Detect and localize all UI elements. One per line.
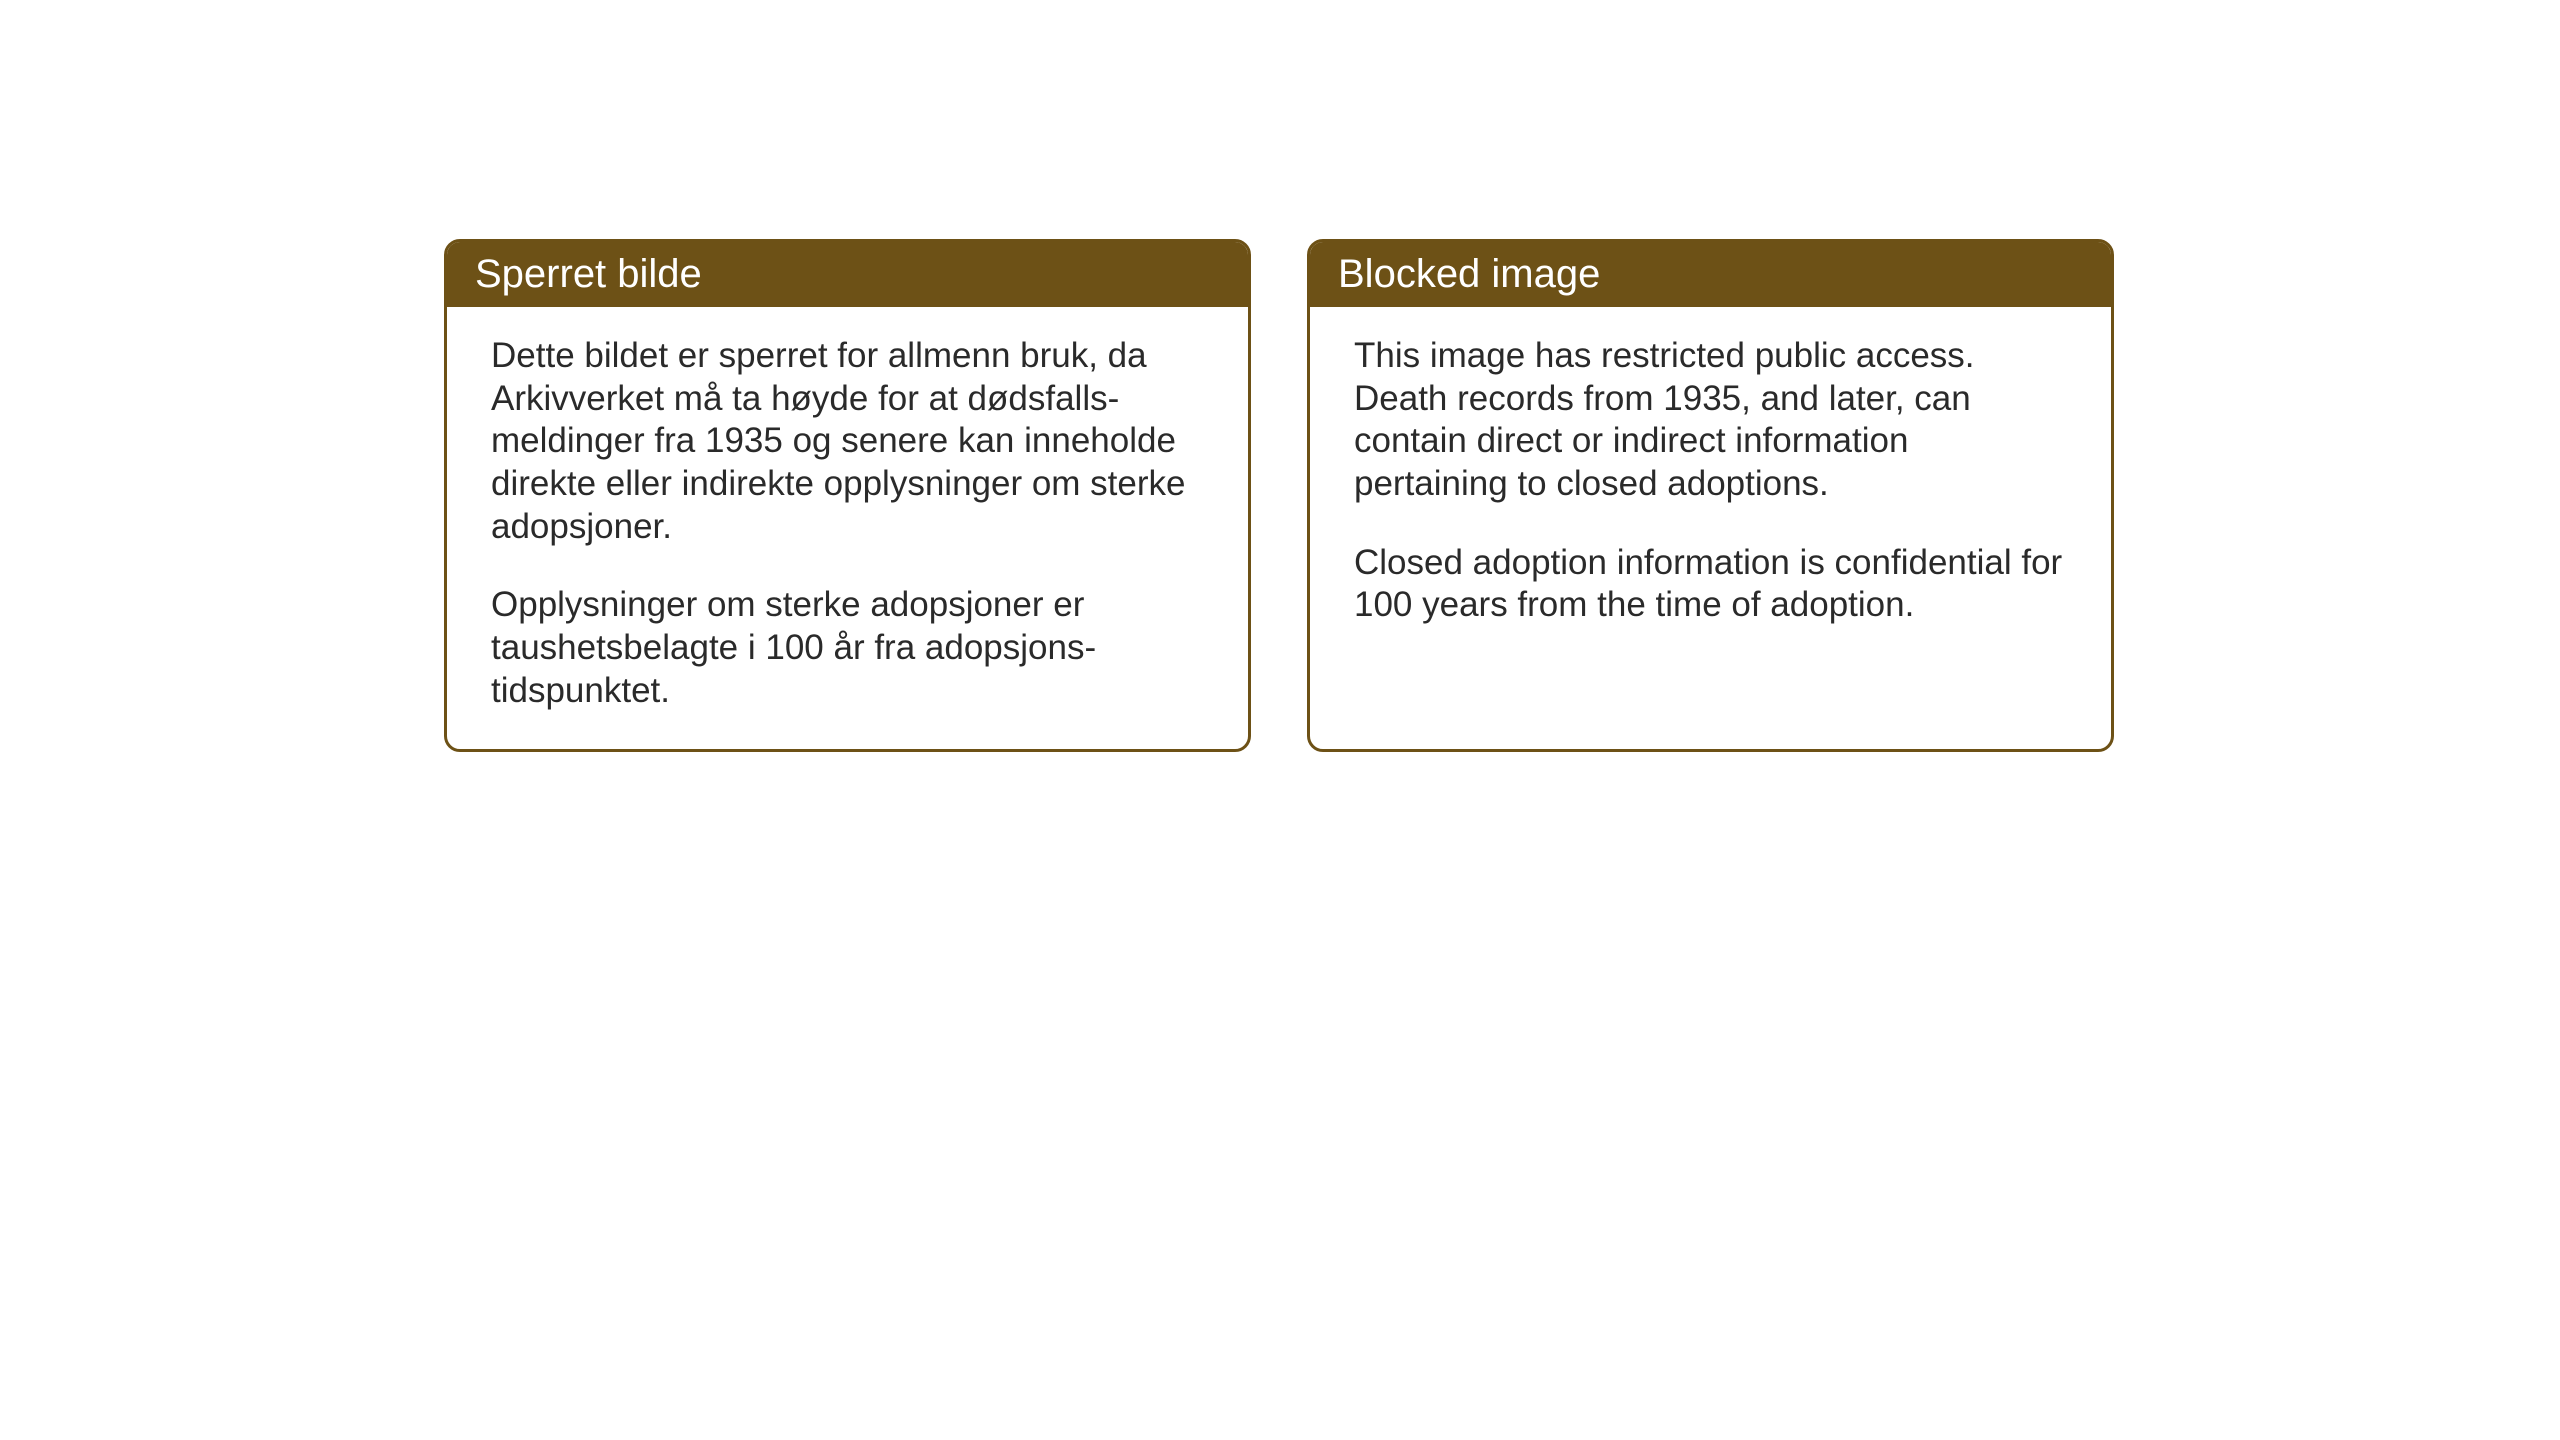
notices-container: Sperret bilde Dette bildet er sperret fo… [444,239,2114,752]
notice-title-norwegian: Sperret bilde [475,252,702,296]
notice-paragraph-1-english: This image has restricted public access.… [1354,335,2067,506]
notice-paragraph-1-norwegian: Dette bildet er sperret for allmenn bruk… [491,335,1204,548]
notice-body-norwegian: Dette bildet er sperret for allmenn bruk… [447,307,1248,749]
notice-paragraph-2-norwegian: Opplysninger om sterke adopsjoner er tau… [491,584,1204,712]
notice-box-norwegian: Sperret bilde Dette bildet er sperret fo… [444,239,1251,752]
notice-title-english: Blocked image [1338,252,1600,296]
notice-header-norwegian: Sperret bilde [447,242,1248,307]
notice-paragraph-2-english: Closed adoption information is confident… [1354,542,2067,627]
notice-box-english: Blocked image This image has restricted … [1307,239,2114,752]
notice-header-english: Blocked image [1310,242,2111,307]
notice-body-english: This image has restricted public access.… [1310,307,2111,687]
